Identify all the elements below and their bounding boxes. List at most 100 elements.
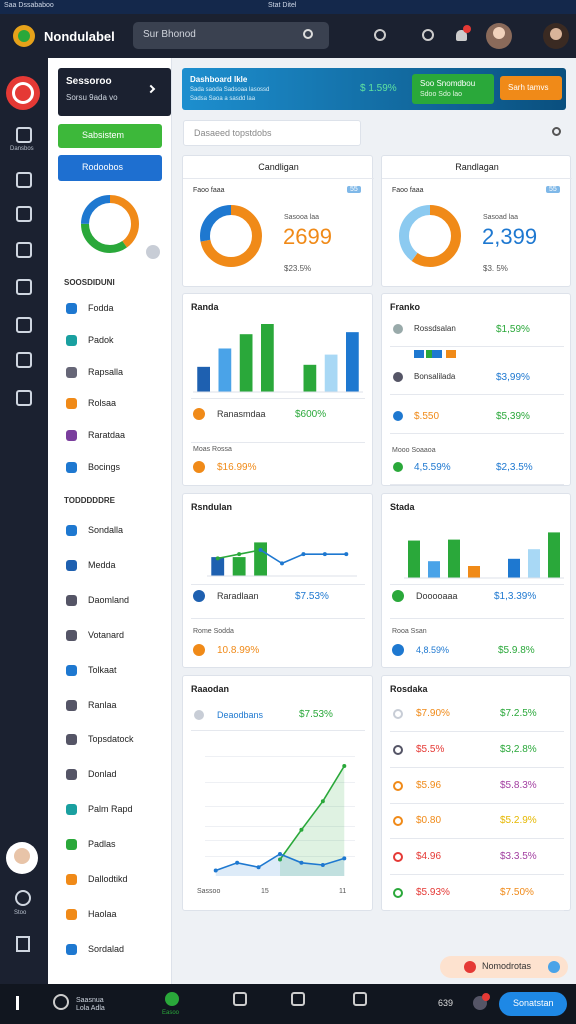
footer-icon[interactable]	[233, 992, 247, 1006]
nav-item[interactable]: Sordalad	[88, 943, 125, 954]
cell: $3,2.8%	[500, 743, 537, 755]
footer-active-label[interactable]: Easoo	[162, 1010, 180, 1016]
rail-icon[interactable]	[16, 279, 32, 295]
rail-icon[interactable]	[16, 352, 32, 368]
divider	[390, 433, 564, 434]
rail-icon[interactable]	[16, 390, 32, 406]
footer-count: 639	[438, 998, 454, 1008]
bar	[528, 549, 540, 578]
bar	[346, 332, 359, 392]
nav-item[interactable]: Fodda	[88, 303, 114, 313]
divider	[390, 910, 564, 911]
kpi-label: Faoo faaa	[392, 187, 424, 194]
bar	[448, 539, 460, 578]
panel-header[interactable]: Sessoroo Sorsu 9ada vo	[58, 68, 171, 116]
kpi-value: 2699	[283, 224, 332, 249]
point	[342, 764, 347, 768]
toast[interactable]: Nomodrotas	[440, 956, 568, 978]
nav-item[interactable]: Rapsalla	[88, 366, 124, 377]
icon	[393, 462, 403, 472]
nav-item[interactable]: Sondalla	[88, 525, 124, 535]
cell: $7.50%	[500, 887, 534, 898]
footer-icon[interactable]	[291, 992, 305, 1006]
nav-item[interactable]: Topsdatock	[88, 734, 134, 745]
footer-button[interactable]: Sonatstan	[499, 992, 567, 1016]
grid-line	[205, 840, 355, 841]
left-rail	[0, 58, 48, 984]
title-bar	[0, 0, 576, 14]
area	[215, 854, 345, 876]
filter-box[interactable]: Dasaeed topstdobs	[183, 120, 361, 146]
row-label: Raradlaan	[217, 591, 259, 601]
line	[279, 765, 345, 860]
footer-icon[interactable]	[353, 992, 367, 1006]
icon	[193, 590, 205, 602]
divider	[390, 394, 564, 395]
row-value: $5.9.8%	[498, 645, 535, 656]
divider	[390, 731, 564, 732]
header-icon[interactable]	[422, 29, 434, 41]
notification-icon[interactable]	[456, 30, 467, 41]
footer-label: Saasnua Lola Adla	[76, 997, 105, 1012]
footer-icon[interactable]	[53, 994, 69, 1010]
cell: $3.3.5%	[500, 851, 537, 863]
card-title: Raaodan	[191, 684, 230, 694]
card: Randlagan Faoo faaa 55 Sasoad laa 2,399 $3. 5…	[381, 155, 572, 287]
filter-icon[interactable]	[552, 127, 561, 136]
panel-button[interactable]: Sabsistem	[58, 124, 162, 148]
nav-item[interactable]: Haolaa	[88, 908, 117, 919]
footer-icon[interactable]	[16, 996, 28, 1010]
banner-button[interactable]: Sarh tamvs	[500, 76, 562, 100]
nav-item[interactable]: Padlas	[88, 839, 116, 850]
nav-item[interactable]: Dallodtikd	[88, 874, 128, 884]
nav-item[interactable]: Tolkaat	[88, 664, 117, 675]
rail-icon[interactable]	[16, 242, 32, 258]
nav-icon	[66, 430, 77, 442]
cell: $5.8.3%	[500, 779, 537, 791]
rail-icon[interactable]	[15, 890, 31, 906]
nav-icon	[66, 943, 77, 955]
nav-item[interactable]: Ranlaa	[88, 699, 117, 710]
nav-item[interactable]: Votanard	[88, 629, 125, 640]
button-label: Sdoo Sdo lao	[420, 91, 463, 98]
donut	[200, 205, 262, 267]
card: Stada Dooooaaa $1,3.39% Rooa Ssan 4,8.59% $5.…	[381, 493, 571, 668]
legend-swatch	[426, 350, 436, 358]
search-box[interactable]: Sur Bhonod	[133, 22, 329, 49]
button-label: Sabsistem	[82, 130, 125, 140]
nav-icon	[66, 629, 77, 641]
nav-item[interactable]: Rolsaa	[88, 398, 117, 409]
rail-avatar-face	[14, 848, 30, 864]
nav-icon	[66, 462, 77, 473]
nav-item[interactable]: Donlad	[88, 769, 117, 780]
rail-icon[interactable]	[16, 127, 32, 143]
card-title: Stada	[390, 502, 415, 512]
nav-item[interactable]: Raratdaa	[88, 430, 126, 441]
nav-item[interactable]: Medda	[88, 559, 116, 570]
rail-icon[interactable]	[16, 206, 32, 222]
grid-line	[205, 856, 355, 857]
avatar-face	[550, 28, 562, 40]
point	[280, 561, 284, 566]
card-title: Candligan	[258, 162, 299, 172]
rail-icon[interactable]	[16, 172, 32, 188]
rail-icon[interactable]	[16, 317, 32, 333]
divider	[191, 442, 365, 443]
kpi-foot: $23.5%	[284, 264, 312, 273]
row-value: $5,39%	[496, 411, 530, 422]
nav-item[interactable]: Palm Rapd	[88, 804, 133, 815]
row-icon	[393, 852, 403, 863]
donut-segment	[81, 195, 139, 253]
header-icon[interactable]	[374, 29, 386, 41]
nav-item[interactable]: Padok	[88, 334, 114, 345]
button-label: Sonatstan	[513, 998, 554, 1008]
row-icon	[393, 780, 403, 791]
point	[342, 856, 347, 861]
banner-button[interactable]: Soo Snomdbou Sdoo Sdo lao	[412, 74, 494, 104]
rail-icon[interactable]	[16, 936, 30, 952]
nav-item[interactable]: Bocings	[88, 462, 121, 472]
panel-help	[146, 245, 160, 259]
panel-button[interactable]: Rodoobos	[58, 155, 162, 181]
nav-item[interactable]: Daomland	[88, 594, 130, 605]
cell: $7.2.5%	[500, 708, 537, 719]
